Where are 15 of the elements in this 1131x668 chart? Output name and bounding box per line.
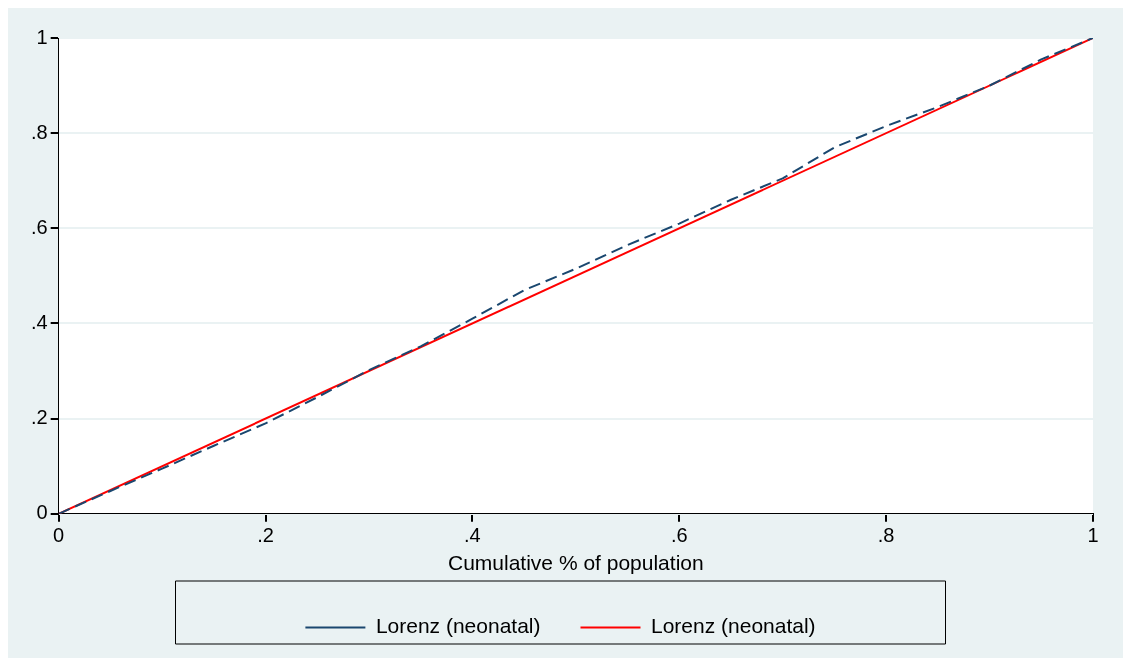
x-axis-title: Cumulative % of population [448,551,704,575]
y-tick-label: 0 [36,501,48,524]
x-tick-label: .6 [670,524,688,547]
legend-label: Lorenz (neonatal) [375,614,541,638]
x-tick-label: .2 [257,524,274,547]
y-tick-label: .4 [30,311,48,333]
legend-label: Lorenz (neonatal) [651,614,816,638]
y-tick-label: .2 [30,406,48,429]
y-tick-label: .8 [30,120,48,143]
x-tick-label: 1 [1087,524,1099,547]
x-tick-label: 0 [53,524,65,547]
x-tick-label: .8 [877,524,895,547]
x-tick-label: .4 [464,524,481,547]
y-tick-label: .6 [30,215,48,238]
y-tick-label: 1 [36,25,48,48]
